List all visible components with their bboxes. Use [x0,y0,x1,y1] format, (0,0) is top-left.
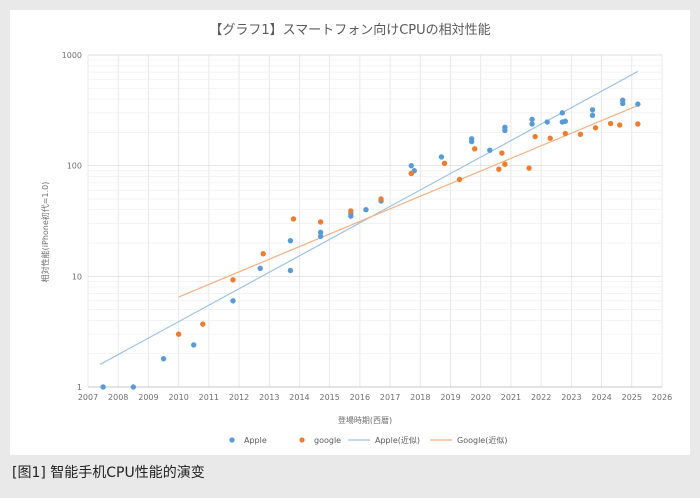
google-point [260,251,266,257]
apple-point [544,119,550,125]
apple-point [562,118,569,124]
x-tick-label: 2018 [410,393,430,402]
google-point [378,196,384,202]
apple-point [468,136,475,142]
apple-point [635,101,641,107]
x-tick-label: 2026 [652,393,672,402]
legend-google-marker [299,437,305,443]
x-axis-label: 登場時期(西暦) [338,415,392,425]
google-point [317,219,324,225]
y-tick-label: 1000 [62,51,82,60]
apple-point [100,384,106,390]
x-tick-label: 2013 [259,393,279,402]
google-point [526,165,532,171]
apple-point [529,116,535,123]
x-tick-label: 2011 [199,393,219,402]
x-tick-label: 2017 [380,393,400,402]
google-point [562,130,569,137]
apple-point [257,265,263,272]
apple-point [487,147,493,153]
x-tick-label: 2025 [622,393,642,402]
apple-point [408,162,414,169]
google-point [175,331,182,337]
google-point [348,208,354,214]
google-point [200,321,206,327]
y-tick-label: 10 [72,272,82,281]
google-point [456,176,463,183]
chart-svg: 2007 2008 2009 2010 2011 2012 2013 2014 2015 2016… [40,22,673,445]
apple-point [317,229,324,235]
legend-apple-trend-label: Apple(近似) [375,435,420,445]
apple-point [130,384,137,390]
google-point [290,216,297,222]
x-tick-label: 2009 [138,393,158,402]
legend-google-label: google [314,436,341,445]
apple-point [230,298,236,304]
point-layer [100,97,641,390]
google-point [408,170,414,177]
x-tick-label: 2012 [229,393,249,402]
x-tick-label: 2020 [471,393,491,402]
y-axis-label: 相対性能(iPhone初代=1.0) [40,182,50,283]
x-tick-label: 2021 [501,393,521,402]
apple-point [589,107,596,113]
apple-point [438,154,445,160]
apple-point [191,342,197,348]
apple-point [287,237,294,244]
tick-label-layer: 2007 2008 2009 2010 2011 2012 2013 2014 2015 2016… [62,51,673,402]
y-tick-label: 1 [77,383,82,392]
google-point [607,120,614,127]
figure-caption: [图1] 智能手机CPU性能的演变 [12,465,205,481]
google-point [496,166,502,172]
x-tick-label: 2024 [591,393,611,402]
google-point [532,133,538,140]
y-tick-label: 100 [67,162,82,171]
google-point [577,131,584,138]
apple-point [287,267,294,274]
google-point [441,160,448,167]
legend: Apple google Apple(近似) Google(近似) [229,435,507,445]
apple-point [529,121,535,127]
x-tick-label: 2022 [531,393,551,402]
x-tick-label: 2010 [168,393,188,402]
google-point [592,125,599,131]
chart-title: 【グラフ1】スマートフォン向けCPUの相対性能 [209,22,490,38]
google-point [617,122,623,128]
google-point [471,146,478,152]
apple-point [363,207,369,213]
x-tick-label: 2016 [350,393,370,402]
legend-apple-marker [229,437,235,443]
google-point [502,161,508,167]
google-trendline [178,104,639,298]
apple-point [502,124,508,131]
apple-point [589,112,596,119]
legend-apple-label: Apple [244,436,267,445]
apple-point [559,110,566,116]
x-tick-label: 2008 [108,393,128,402]
x-tick-label: 2023 [561,393,581,402]
legend-google-trend-label: Google(近似) [457,435,507,445]
x-tick-label: 2015 [320,393,340,402]
x-tick-label: 2007 [78,393,98,402]
chart-panel: 2007 2008 2009 2010 2011 2012 2013 2014 2015 2016… [10,10,690,455]
x-tick-label: 2014 [289,393,309,402]
grid-layer [87,54,663,388]
google-point [635,121,641,127]
google-point [499,150,505,156]
google-point [230,277,236,283]
apple-point [317,233,324,240]
apple-point [620,97,626,103]
x-tick-label: 2019 [440,393,460,402]
google-point [547,135,553,141]
apple-point [160,356,167,362]
